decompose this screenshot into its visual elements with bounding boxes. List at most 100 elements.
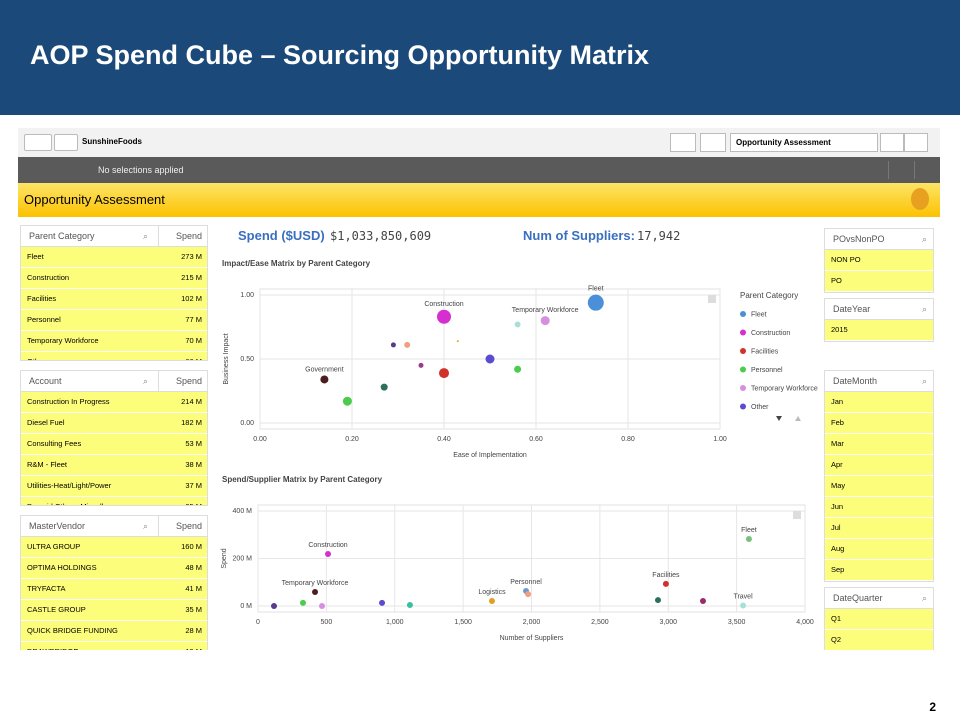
point-label: Facilities <box>652 572 680 579</box>
table-row[interactable]: CASTLE GROUP 35 M <box>21 600 207 621</box>
table-row[interactable]: Diesel Fuel 182 M <box>21 413 207 434</box>
search-icon: ⌕ <box>143 376 149 386</box>
filter-title: DateQuarter <box>833 593 883 603</box>
point-label: Temporary Workforce <box>282 580 349 587</box>
search-icon: ⌕ <box>921 304 927 314</box>
filter-item[interactable]: Feb <box>825 413 933 434</box>
table-header: Account ⌕ Spend <box>21 371 207 392</box>
filter-header: DateQuarter ⌕ <box>825 588 933 609</box>
y-tick-label: 0.00 <box>240 420 254 427</box>
cell-value: 35 M <box>185 497 202 505</box>
filter-item[interactable]: Apr <box>825 455 933 476</box>
filter-item[interactable]: 2015 <box>825 320 933 341</box>
x-tick-label: 3,000 <box>659 619 677 626</box>
x-axis-label: Ease of Implementation <box>453 452 527 459</box>
legend-entry: Other <box>751 404 769 411</box>
x-tick-label: 500 <box>321 619 333 626</box>
cell-value: 28 M <box>185 626 202 635</box>
table-row[interactable]: Prepaid Other - Miscellaneous 35 M <box>21 497 207 505</box>
bubble <box>654 597 661 604</box>
legend-swatch <box>740 348 746 354</box>
point-label: Government <box>305 366 344 373</box>
legend-title: Parent Category <box>740 291 798 300</box>
table-row[interactable]: Personnel 77 M <box>21 310 207 331</box>
table-row[interactable]: Utilities-Heat/Light/Power 37 M <box>21 476 207 497</box>
table-row[interactable]: Construction In Progress 214 M <box>21 392 207 413</box>
bubble <box>342 396 352 406</box>
cell: Construction <box>27 273 70 282</box>
filter-item[interactable]: Mar <box>825 434 933 455</box>
bubble <box>745 536 752 543</box>
table-row[interactable]: Consulting Fees 53 M <box>21 434 207 455</box>
menu-button[interactable] <box>54 134 78 151</box>
x-tick-label: 0.00 <box>253 436 267 443</box>
cell: Diesel Fuel <box>27 418 65 427</box>
table-row[interactable]: R&M - Fleet 38 M <box>21 455 207 476</box>
bookmark-button[interactable] <box>700 133 726 152</box>
next-sheet-button[interactable] <box>904 133 928 152</box>
filter-header: DateYear ⌕ <box>825 299 933 320</box>
table-header: Parent Category ⌕ Spend <box>21 226 207 247</box>
x-tick-label: 0.60 <box>529 436 543 443</box>
table-row[interactable]: OPTIMA HOLDINGS 48 M <box>21 558 207 579</box>
kpi-label: Spend ($USD) <box>238 228 325 243</box>
bubble <box>699 598 706 605</box>
bubble <box>437 309 451 324</box>
column-header: Account <box>29 376 62 386</box>
kpi-label: Num of Suppliers: <box>523 228 635 243</box>
bubble <box>270 603 277 609</box>
prev-sheet-button[interactable] <box>880 133 904 152</box>
point-label: Fleet <box>741 527 757 534</box>
filter-item[interactable]: Aug <box>825 539 933 560</box>
cell-value: 160 M <box>181 542 202 551</box>
spend-supplier-chart: Spend/Supplier Matrix by Parent Category… <box>221 475 814 642</box>
filter-item[interactable]: Q1 <box>825 609 933 630</box>
table-row[interactable]: Construction 215 M <box>21 268 207 289</box>
table-row[interactable]: Temporary Workforce 70 M <box>21 331 207 352</box>
chart-title: Spend/Supplier Matrix by Parent Category <box>222 475 383 484</box>
search-icon: ⌕ <box>143 231 149 241</box>
point-label: Fleet <box>588 286 604 293</box>
bubble <box>418 362 424 368</box>
x-tick-label: 1.00 <box>713 436 727 443</box>
table-row[interactable]: DRAWBRIDGE 19 M <box>21 642 207 650</box>
filter-item[interactable]: May <box>825 476 933 497</box>
filter-item[interactable]: NON PO <box>825 250 933 271</box>
cell-value: 41 M <box>185 584 202 593</box>
search-button[interactable] <box>888 161 907 179</box>
y-tick-label: 0.50 <box>240 356 254 363</box>
table-row[interactable]: Fleet 273 M <box>21 247 207 268</box>
filter-title: POvsNonPO <box>833 234 885 244</box>
legend-swatch <box>740 385 746 391</box>
cell-value: 66 M <box>185 352 202 360</box>
bubble <box>456 340 459 343</box>
x-tick-label: 3,500 <box>728 619 746 626</box>
y-tick-label: 400 M <box>233 508 253 515</box>
cell: R&M - Fleet <box>27 460 68 469</box>
column-header: Spend <box>175 376 202 386</box>
x-tick-label: 0 <box>256 619 260 626</box>
x-tick-label: 0.80 <box>621 436 635 443</box>
filter-item[interactable]: Jun <box>825 497 933 518</box>
sheet-dropdown[interactable]: Opportunity Assessment <box>730 133 878 152</box>
table-row[interactable]: Facilities 102 M <box>21 289 207 310</box>
logo <box>911 188 929 210</box>
smart-search-button[interactable] <box>914 161 933 179</box>
data-table: MasterVendor ⌕ Spend ULTRA GROUP 160 M OPTIMA… <box>20 515 208 650</box>
filter-pane: DateMonth ⌕ Jan Feb Mar Apr May Jun Jul Aug Sep <box>824 370 934 582</box>
table-row[interactable]: ULTRA GROUP 160 M <box>21 537 207 558</box>
filter-item[interactable]: Jul <box>825 518 933 539</box>
filter-item[interactable]: Q2 <box>825 630 933 650</box>
sheet-header: Opportunity Assessment <box>18 183 940 217</box>
filter-item[interactable]: Jan <box>825 392 933 413</box>
table-row[interactable]: TRYFACTA 41 M <box>21 579 207 600</box>
table-row[interactable]: Other 66 M <box>21 352 207 360</box>
nav-button[interactable] <box>24 134 52 151</box>
filter-item[interactable]: Sep <box>825 560 933 581</box>
table-row[interactable]: QUICK BRIDGE FUNDING 28 M <box>21 621 207 642</box>
column-header: Spend <box>175 521 202 531</box>
present-button[interactable] <box>670 133 696 152</box>
bubble <box>514 321 521 328</box>
filter-item[interactable]: PO <box>825 271 933 292</box>
